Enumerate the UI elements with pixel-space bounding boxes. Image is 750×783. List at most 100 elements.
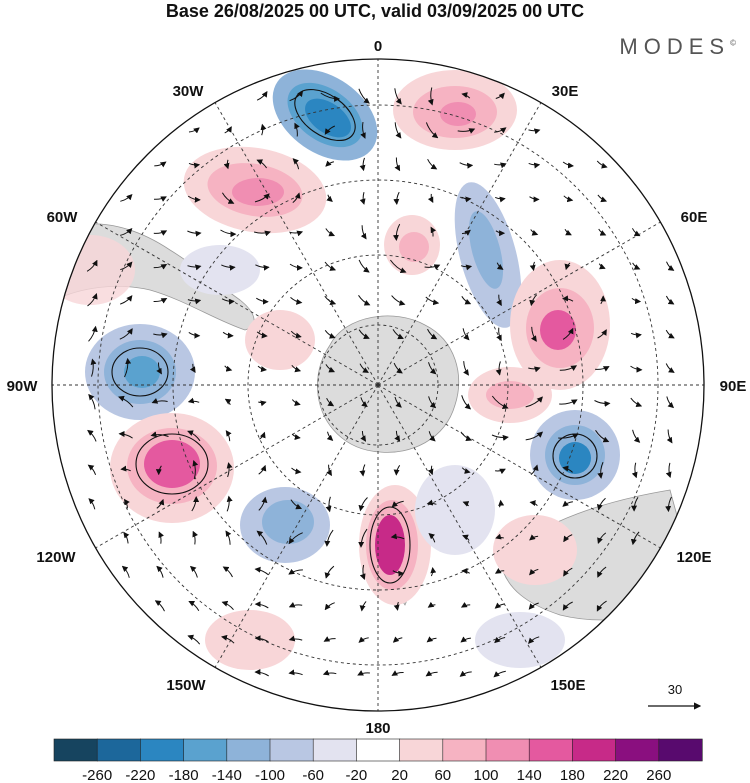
wind-arrow xyxy=(494,636,506,644)
wind-arrow xyxy=(461,567,470,574)
wind-arrow xyxy=(494,196,506,203)
wind-arrow xyxy=(393,465,401,476)
wind-arrow xyxy=(256,159,268,169)
wind-arrow xyxy=(155,465,162,476)
wind-arrow xyxy=(225,530,232,545)
wind-arrow xyxy=(631,228,641,237)
wind-arrow xyxy=(597,566,607,578)
wind-arrow xyxy=(187,298,202,305)
wind-arrow xyxy=(559,399,578,405)
wind-arrow xyxy=(360,397,368,408)
wind-arrow xyxy=(187,264,202,271)
anomaly-pink-60w xyxy=(52,235,135,305)
wind-arrow xyxy=(256,530,268,545)
wind-arrow xyxy=(153,230,168,236)
wind-arrow xyxy=(221,600,234,611)
wind-arrow xyxy=(290,297,303,305)
lon-label-90w: 90W xyxy=(7,378,39,395)
wind-arrow xyxy=(294,122,300,137)
colorbar-swatch xyxy=(183,738,228,762)
wind-arrow xyxy=(326,431,334,441)
lon-label-60w: 60W xyxy=(47,209,79,226)
wind-arrow xyxy=(326,194,333,202)
wind-arrow xyxy=(254,669,269,677)
wind-arrow xyxy=(222,331,234,339)
wind-arrow xyxy=(224,365,233,372)
wind-arrow xyxy=(391,295,406,306)
wind-arrow xyxy=(288,532,303,545)
wind-arrow xyxy=(258,496,268,511)
anomaly-pink-80w xyxy=(245,310,315,370)
wind-arrow xyxy=(253,230,271,237)
wind-arrow xyxy=(631,462,638,479)
wind-arrow xyxy=(153,196,167,202)
wind-arrow xyxy=(461,229,471,236)
wind-arrow xyxy=(289,263,303,271)
wind-arrow xyxy=(630,332,642,339)
wind-arrow xyxy=(595,366,610,372)
colorbar-swatch xyxy=(96,738,141,762)
wind-arrow xyxy=(530,326,537,342)
wind-arrow xyxy=(191,496,200,512)
wind-arrow xyxy=(529,261,536,272)
wind-arrow xyxy=(394,396,402,408)
wind-arrow xyxy=(325,160,335,167)
wind-arrow xyxy=(597,329,607,339)
wind-arrow xyxy=(326,397,335,407)
wind-arrow xyxy=(254,601,269,609)
colorbar-tick-label: -100 xyxy=(255,767,285,783)
wind-arrow xyxy=(427,158,438,170)
wind-arrow xyxy=(225,430,232,442)
colorbar: -260 -220 -180 -140 -100 -60 -20 20 60 100 140 180 2… xyxy=(53,738,703,783)
wind-arrow xyxy=(123,531,130,544)
wind-arrow xyxy=(324,295,337,306)
wind-arrow xyxy=(562,601,573,611)
wind-arrow xyxy=(88,393,96,410)
wind-arrow xyxy=(460,601,471,608)
wind-arrow xyxy=(189,565,198,578)
wind-arrow xyxy=(426,499,437,506)
wind-arrow xyxy=(288,669,303,676)
wind-arrow xyxy=(427,328,438,340)
anomaly-blue-160e xyxy=(415,465,495,555)
wind-arrow xyxy=(192,459,199,480)
wind-arrow xyxy=(494,602,505,609)
wind-arrow xyxy=(460,264,473,271)
wind-arrow xyxy=(457,128,476,134)
wind-arrow xyxy=(493,670,506,678)
wind-arrow xyxy=(189,363,196,373)
wind-arrow xyxy=(596,497,606,511)
colorbar-tick-label: 20 xyxy=(391,767,408,783)
wind-arrow xyxy=(529,196,540,203)
wind-arrow xyxy=(359,363,369,373)
wind-arrow xyxy=(391,670,404,676)
wind-arrow xyxy=(529,534,539,541)
wind-arrow xyxy=(187,634,201,645)
wind-arrow xyxy=(290,499,303,510)
wind-arrow xyxy=(154,161,167,168)
wind-arrow xyxy=(188,127,200,134)
wind-arrow xyxy=(156,362,162,375)
lon-label-30w: 30W xyxy=(173,83,205,100)
wind-arrow xyxy=(224,398,232,406)
wind-arrow xyxy=(257,365,267,373)
wind-arrow xyxy=(530,229,539,236)
wind-arrow xyxy=(496,262,504,270)
wind-arrow xyxy=(187,430,201,442)
wind-arrow xyxy=(325,496,332,513)
anomaly-blue-150e xyxy=(475,612,565,668)
wind-arrow xyxy=(558,433,579,439)
modes-brand-logo: MODES© xyxy=(619,34,736,59)
wind-arrow xyxy=(495,468,506,475)
map-plot-area xyxy=(52,59,704,711)
wind-arrow xyxy=(597,194,608,203)
wind-arrow xyxy=(88,498,96,510)
wind-arrow xyxy=(259,431,266,440)
wind-arrow xyxy=(291,399,301,406)
wind-arrow xyxy=(495,533,504,540)
wind-arrow xyxy=(324,330,336,339)
wind-arrow xyxy=(529,500,538,507)
wind-arrow xyxy=(598,263,606,270)
colorbar-tick-label: -140 xyxy=(212,767,242,783)
wind-arrow xyxy=(120,261,133,271)
